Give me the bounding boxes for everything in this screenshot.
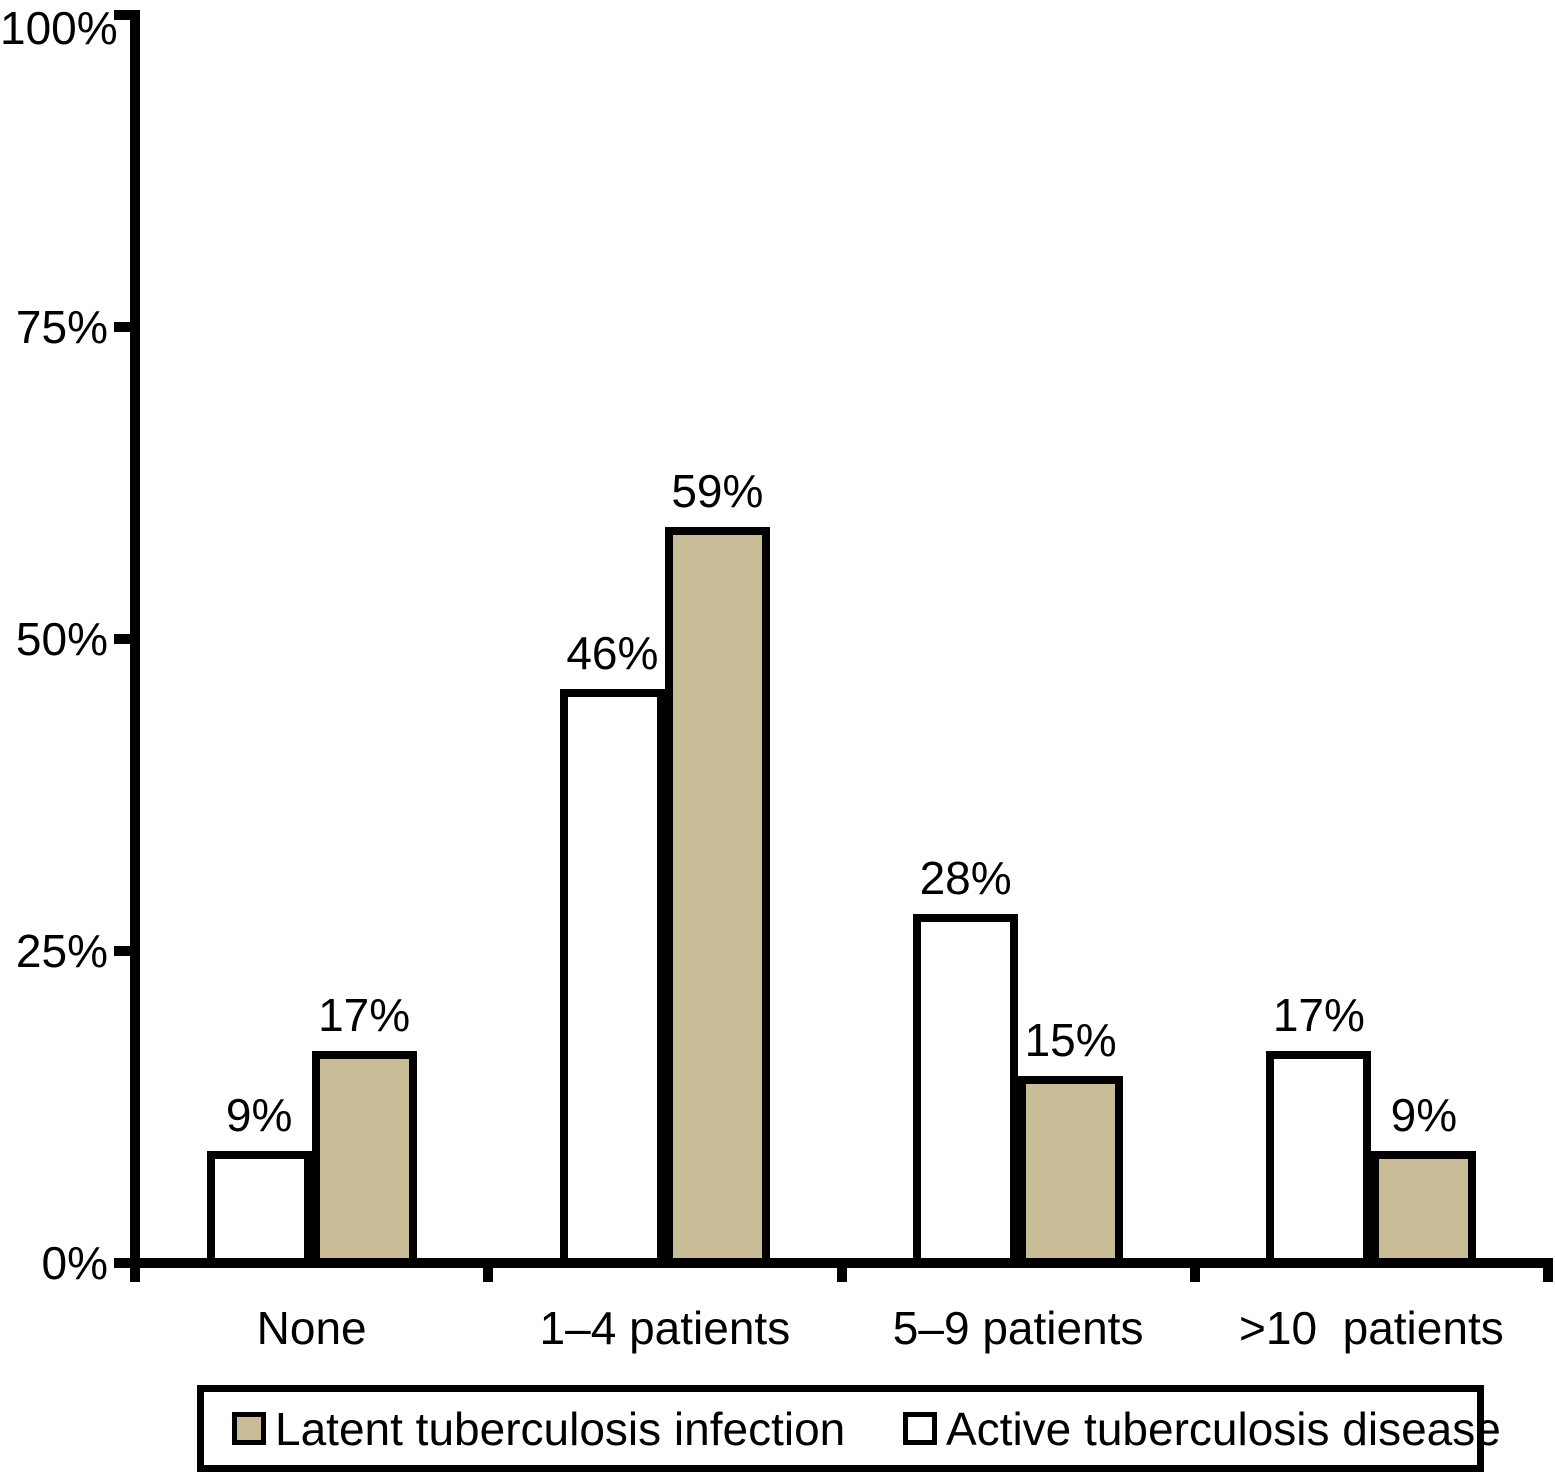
bar-active-5-9-patients <box>913 913 1019 1268</box>
category-label-10-patients: >10 patients <box>1239 1302 1504 1354</box>
y-axis-line <box>130 10 140 1280</box>
y-tick-0 <box>114 1258 135 1268</box>
y-tick-100 <box>114 10 135 20</box>
bar-value-label-active-none: 9% <box>225 1088 293 1141</box>
y-tick-label-0: 0% <box>41 1237 108 1289</box>
bar-value-label-latent-5-9-patients: 15% <box>1024 1013 1117 1066</box>
bar-value-label-latent-10-patients: 9% <box>1390 1088 1458 1141</box>
bar-value-label-active-5-9-patients: 28% <box>919 851 1012 904</box>
y-tick-label-100: 100% <box>0 2 118 54</box>
bar-active-10-patients <box>1266 1050 1372 1268</box>
bar-value-label-active-10-patients: 17% <box>1272 988 1365 1041</box>
bar-latent-1-4-patients <box>664 526 770 1268</box>
category-label-5-9-patients: 5–9 patients <box>892 1302 1144 1354</box>
category-label-1-4-patients: 1–4 patients <box>539 1302 791 1354</box>
bar-value-label-latent-1-4-patients: 59% <box>671 464 764 517</box>
bar-latent-none <box>311 1050 417 1268</box>
category-label-none: None <box>256 1302 367 1354</box>
y-tick-label-50: 50% <box>15 613 108 665</box>
x-tick-3 <box>1189 1258 1200 1282</box>
legend-label-latent: Latent tuberculosis infection <box>275 1402 846 1455</box>
legend-swatch-active <box>903 1412 937 1445</box>
y-tick-25 <box>114 946 135 956</box>
legend-label-active: Active tuberculosis disease <box>946 1402 1501 1455</box>
y-tick-label-25: 25% <box>15 925 108 977</box>
y-tick-50 <box>114 634 135 644</box>
legend: Latent tuberculosis infection Active tub… <box>197 1385 1501 1472</box>
bar-active-1-4-patients <box>559 688 665 1268</box>
bar-value-label-active-1-4-patients: 46% <box>566 626 659 679</box>
legend-entry-latent: Latent tuberculosis infection <box>232 1403 845 1455</box>
bar-latent-10-patients <box>1371 1150 1477 1268</box>
y-tick-label-75: 75% <box>15 301 108 353</box>
y-tick-75 <box>114 322 135 332</box>
legend-swatch-latent <box>232 1412 266 1445</box>
legend-entry-active: Active tuberculosis disease <box>903 1403 1501 1455</box>
x-tick-1 <box>483 1258 494 1282</box>
bar-latent-5-9-patients <box>1018 1075 1124 1268</box>
x-tick-2 <box>836 1258 847 1282</box>
bar-value-label-latent-none: 17% <box>318 988 411 1041</box>
x-tick-4 <box>1543 1258 1553 1282</box>
bar-active-none <box>206 1150 312 1268</box>
x-tick-0 <box>130 1258 140 1282</box>
